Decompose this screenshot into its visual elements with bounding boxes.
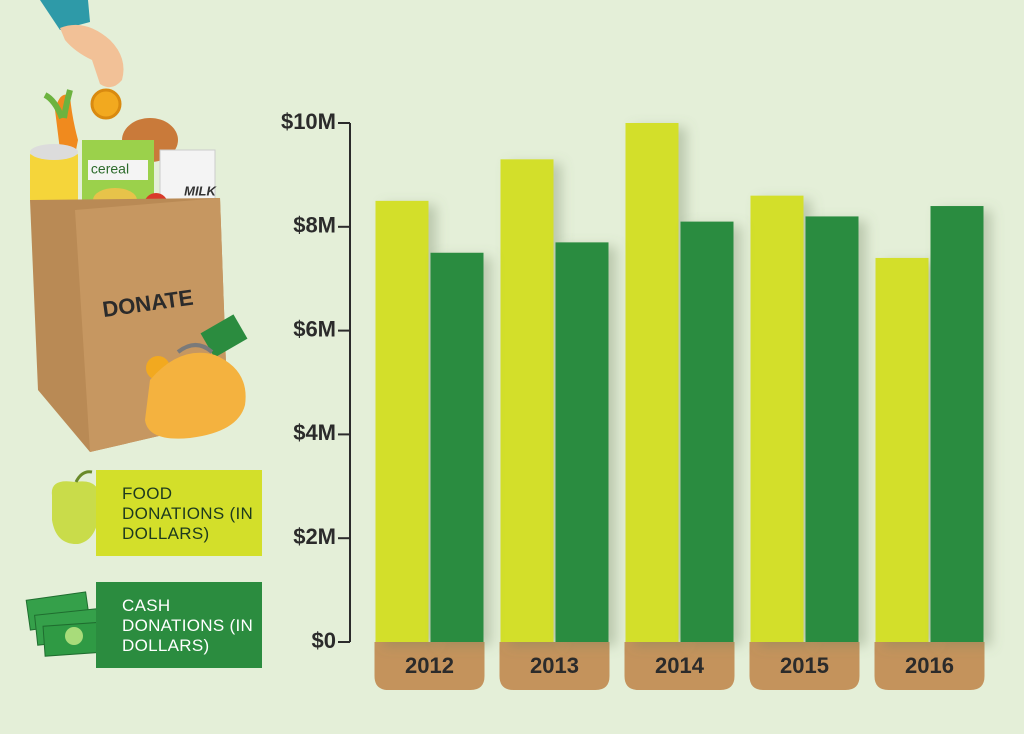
bar xyxy=(500,159,554,642)
category-box xyxy=(499,642,610,690)
apple-stem xyxy=(74,470,93,483)
x-tick-label: 2014 xyxy=(655,653,705,678)
purse-clasp xyxy=(176,343,214,354)
legend-label: FOOD DONATIONS (IN DOLLARS) xyxy=(122,484,254,543)
category-box xyxy=(624,642,735,690)
coin xyxy=(90,88,122,120)
legend-item: CASH DONATIONS (IN DOLLARS) xyxy=(96,582,262,668)
y-tick-label: $4M xyxy=(293,420,336,445)
x-tick-label: 2015 xyxy=(780,653,829,678)
apple-icon xyxy=(51,481,100,545)
sleeve xyxy=(40,0,90,30)
bar xyxy=(375,200,429,642)
y-tick-label: $6M xyxy=(293,316,336,341)
bar xyxy=(930,206,984,643)
legend-label: CASH DONATIONS (IN DOLLARS) xyxy=(122,596,254,655)
bar xyxy=(555,242,609,642)
bill xyxy=(200,314,248,358)
y-tick-label: $0 xyxy=(312,628,336,653)
y-tick-label: $2M xyxy=(293,524,336,549)
purse xyxy=(145,352,246,439)
bar xyxy=(875,257,929,642)
can-lid xyxy=(30,144,78,160)
x-tick-label: 2012 xyxy=(405,653,454,678)
bar xyxy=(680,221,734,643)
category-box xyxy=(374,642,485,690)
bar xyxy=(805,216,859,643)
x-tick-label: 2016 xyxy=(905,653,954,678)
legend-item: FOOD DONATIONS (IN DOLLARS) xyxy=(96,470,262,556)
bill-seal xyxy=(65,627,83,645)
category-box xyxy=(874,642,985,690)
y-tick-label: $8M xyxy=(293,213,336,238)
illustration: MILK cereal DONATE xyxy=(25,0,248,657)
bar xyxy=(430,252,484,642)
can xyxy=(30,150,78,205)
x-tick-label: 2013 xyxy=(530,653,579,678)
carrot-leaves xyxy=(43,89,73,120)
bar xyxy=(750,195,804,642)
hand xyxy=(60,24,124,88)
category-box xyxy=(749,642,860,690)
cereal-label: cereal xyxy=(91,161,129,177)
bar xyxy=(625,123,679,642)
y-tick-label: $10M xyxy=(281,109,336,134)
milk-label: MILK xyxy=(184,183,217,198)
cereal-panel xyxy=(88,160,148,180)
